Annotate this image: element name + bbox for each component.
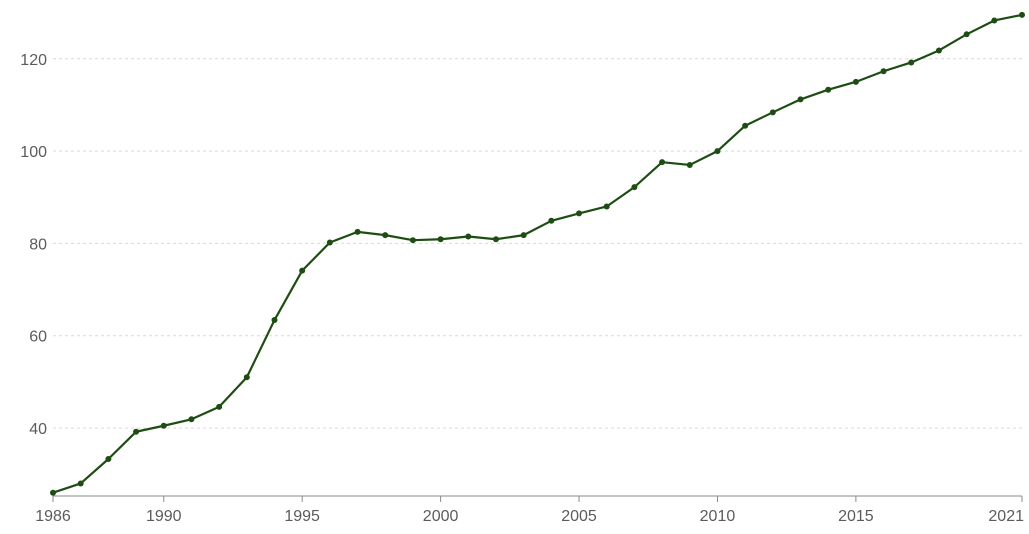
data-point-2002[interactable] xyxy=(492,236,499,243)
x-tick-label: 2015 xyxy=(838,508,874,525)
data-point-2005[interactable] xyxy=(576,210,583,217)
data-point-1999[interactable] xyxy=(409,237,416,244)
data-point-1990[interactable] xyxy=(160,422,167,429)
data-point-2004[interactable] xyxy=(548,217,555,224)
data-point-2014[interactable] xyxy=(825,86,832,93)
x-tick-label: 2000 xyxy=(423,508,459,525)
data-point-2018[interactable] xyxy=(935,47,942,54)
data-point-1988[interactable] xyxy=(105,455,112,462)
data-point-1989[interactable] xyxy=(133,428,140,435)
data-point-2020[interactable] xyxy=(991,17,998,24)
x-tick-label: 2010 xyxy=(700,508,736,525)
data-point-2015[interactable] xyxy=(852,78,859,85)
y-tick-label: 60 xyxy=(29,329,47,346)
x-axis-tick-labels: 1986 1990 1995 2000 2005 2010 2015 2021 xyxy=(35,508,1024,525)
y-tick-label: 100 xyxy=(20,144,47,161)
series-line xyxy=(52,13,1023,494)
data-point-1991[interactable] xyxy=(188,416,195,423)
data-point-2003[interactable] xyxy=(520,232,527,239)
data-point-1994[interactable] xyxy=(271,317,278,324)
data-point-2006[interactable] xyxy=(603,203,610,210)
data-point-1995[interactable] xyxy=(299,267,306,274)
data-point-1986[interactable] xyxy=(50,489,56,496)
data-point-2000[interactable] xyxy=(437,236,444,243)
data-point-2013[interactable] xyxy=(797,96,804,103)
x-tick-label: 2021 xyxy=(988,508,1024,525)
data-point-1998[interactable] xyxy=(382,232,389,239)
data-point-2019[interactable] xyxy=(963,31,970,38)
data-point-1993[interactable] xyxy=(243,374,250,381)
data-point-2016[interactable] xyxy=(880,68,887,75)
data-point-2007[interactable] xyxy=(631,184,638,191)
y-tick-label: 40 xyxy=(29,421,47,438)
y-axis-tick-labels: 40 60 80 100 120 xyxy=(20,52,47,438)
data-point-2021[interactable] xyxy=(1019,11,1025,18)
x-tick-label: 1986 xyxy=(35,508,71,525)
x-tick-label: 1990 xyxy=(146,508,182,525)
data-point-2001[interactable] xyxy=(465,233,472,240)
data-point-2012[interactable] xyxy=(769,109,776,116)
data-point-1992[interactable] xyxy=(216,403,223,410)
y-tick-label: 80 xyxy=(29,236,47,253)
x-tick-label: 2005 xyxy=(561,508,597,525)
y-tick-label: 120 xyxy=(20,52,47,69)
x-tick-label: 1995 xyxy=(284,508,320,525)
data-point-1987[interactable] xyxy=(77,480,84,487)
series-group xyxy=(50,11,1025,496)
x-axis-ticks xyxy=(52,496,1023,502)
grid-lines xyxy=(53,58,1022,429)
data-point-2017[interactable] xyxy=(908,59,915,66)
data-point-2010[interactable] xyxy=(714,148,721,155)
data-point-1996[interactable] xyxy=(326,239,333,246)
data-point-1997[interactable] xyxy=(354,228,361,235)
data-point-2011[interactable] xyxy=(742,122,749,129)
data-point-2009[interactable] xyxy=(686,161,693,168)
data-point-2008[interactable] xyxy=(659,159,666,166)
